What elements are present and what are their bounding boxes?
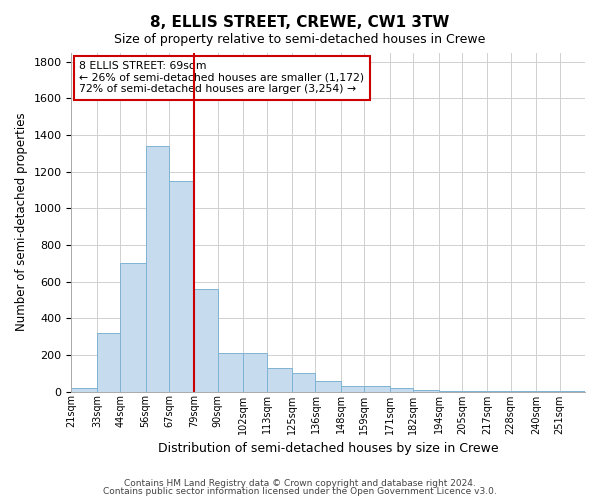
Bar — [218, 353, 244, 392]
Bar — [169, 181, 194, 392]
Bar — [413, 390, 439, 392]
Y-axis label: Number of semi-detached properties: Number of semi-detached properties — [15, 112, 28, 332]
X-axis label: Distribution of semi-detached houses by size in Crewe: Distribution of semi-detached houses by … — [158, 442, 499, 455]
Bar — [244, 353, 266, 392]
Bar — [97, 333, 120, 392]
Bar — [266, 368, 292, 392]
Bar — [146, 146, 169, 392]
Bar — [390, 388, 413, 392]
Text: Contains HM Land Registry data © Crown copyright and database right 2024.: Contains HM Land Registry data © Crown c… — [124, 478, 476, 488]
Bar — [120, 263, 146, 392]
Bar — [439, 390, 462, 392]
Text: Contains public sector information licensed under the Open Government Licence v3: Contains public sector information licen… — [103, 487, 497, 496]
Bar — [364, 386, 390, 392]
Bar — [341, 386, 364, 392]
Bar — [194, 289, 218, 392]
Text: Size of property relative to semi-detached houses in Crewe: Size of property relative to semi-detach… — [115, 32, 485, 46]
Bar — [71, 388, 97, 392]
Bar — [316, 382, 341, 392]
Text: 8, ELLIS STREET, CREWE, CW1 3TW: 8, ELLIS STREET, CREWE, CW1 3TW — [151, 15, 449, 30]
Text: 8 ELLIS STREET: 69sqm
← 26% of semi-detached houses are smaller (1,172)
72% of s: 8 ELLIS STREET: 69sqm ← 26% of semi-deta… — [79, 61, 364, 94]
Bar — [292, 373, 316, 392]
